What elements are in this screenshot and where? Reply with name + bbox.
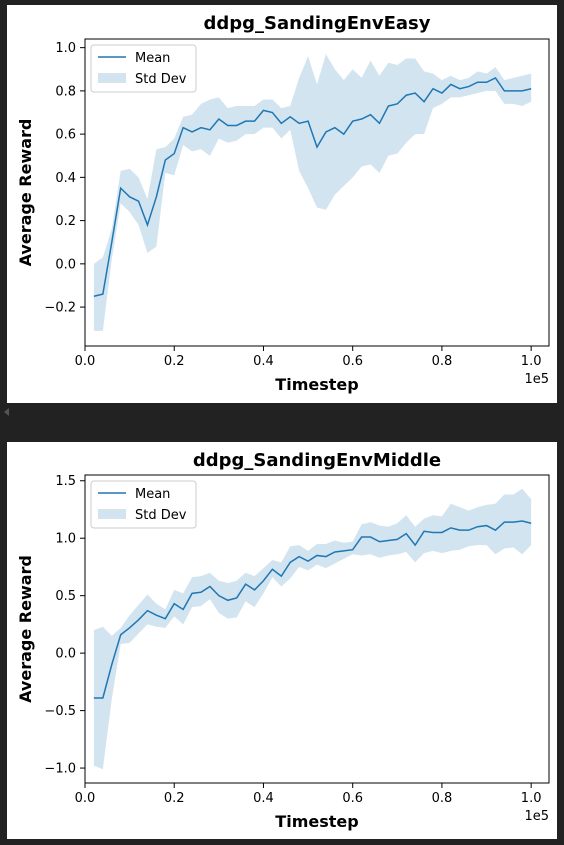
collapse-arrow-icon[interactable]	[4, 408, 9, 416]
y-tick-label: 0.2	[55, 214, 76, 229]
chart-title: ddpg_SandingEnvMiddle	[193, 450, 441, 471]
chart-easy: 0.0 0.2 0.4 0.6 0.8 1.0 −0.2 0.0 0.2 0.4 0.6 0.8 1.0…	[16, 13, 550, 394]
x-axis-label: Timestep	[275, 812, 358, 831]
legend-std-label: Std Dev	[135, 508, 187, 523]
x-offset-label: 1e5	[524, 809, 549, 824]
legend-std-swatch	[98, 73, 126, 83]
mean-line	[93, 520, 532, 699]
x-tick-label: 1.0	[521, 791, 542, 806]
y-tick-label: −0.5	[44, 704, 76, 719]
y-tick-label: 0.6	[55, 128, 76, 143]
chart-panel-middle: 0.0 0.2 0.4 0.6 0.8 1.0 −1.0 −0.5 0.0 0.5 1.0 1.5 dd…	[7, 442, 557, 839]
chart-title: ddpg_SandingEnvEasy	[204, 13, 431, 34]
x-axis-label: Timestep	[275, 375, 358, 394]
std-dev-band	[93, 488, 532, 770]
y-tick-label: −1.0	[44, 762, 76, 777]
y-tick-label: 0.0	[55, 647, 76, 662]
x-tick-label: 0.2	[164, 354, 185, 369]
plot-frame	[84, 474, 550, 784]
y-axis-label: Average Reward	[16, 119, 35, 267]
plot-frame	[84, 38, 550, 347]
legend-mean-label: Mean	[135, 487, 170, 502]
chart-middle: 0.0 0.2 0.4 0.6 0.8 1.0 −1.0 −0.5 0.0 0.5 1.0 1.5 dd…	[16, 450, 550, 831]
legend-std-label: Std Dev	[135, 72, 187, 87]
y-tick-label: 1.0	[55, 41, 76, 56]
y-tick-label: 0.8	[55, 84, 76, 99]
x-offset-label: 1e5	[524, 372, 549, 387]
x-tick-label: 0.2	[164, 791, 185, 806]
mean-line	[93, 76, 532, 297]
y-tick-label: 0.4	[55, 171, 76, 186]
x-tick-label: 0.6	[342, 791, 363, 806]
x-tick-label: 0.0	[75, 354, 96, 369]
x-tick-label: 0.0	[75, 791, 96, 806]
y-axis-label: Average Reward	[16, 555, 35, 703]
y-tick-label: 1.0	[55, 532, 76, 547]
x-tick-label: 0.4	[253, 791, 274, 806]
y-tick-label: 0.0	[55, 257, 76, 272]
x-tick-label: 0.8	[432, 791, 453, 806]
y-tick-label: 1.5	[55, 474, 76, 489]
chart-panel-easy: 0.0 0.2 0.4 0.6 0.8 1.0 −0.2 0.0 0.2 0.4 0.6 0.8 1.0…	[7, 5, 557, 403]
std-dev-band	[93, 54, 532, 331]
legend-mean-label: Mean	[135, 51, 170, 66]
x-tick-label: 0.8	[432, 354, 453, 369]
x-tick-label: 0.4	[253, 354, 274, 369]
y-tick-label: −0.2	[44, 301, 76, 316]
y-tick-label: 0.5	[55, 589, 76, 604]
x-tick-label: 1.0	[521, 354, 542, 369]
legend-std-swatch	[98, 509, 126, 519]
x-tick-label: 0.6	[342, 354, 363, 369]
